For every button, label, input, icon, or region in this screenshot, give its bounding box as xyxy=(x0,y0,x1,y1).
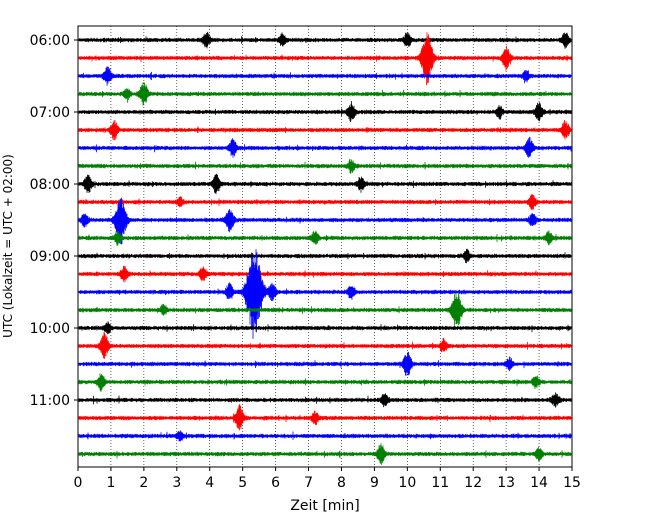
x-axis-label: Zeit [min] xyxy=(290,498,359,514)
x-tick-label: 0 xyxy=(74,475,83,491)
x-tick-label: 2 xyxy=(139,475,148,491)
seismogram-trace xyxy=(78,194,572,210)
x-tick-label: 5 xyxy=(238,475,247,491)
seismogram-trace xyxy=(78,392,572,408)
seismogram-trace xyxy=(78,31,572,49)
x-tick-label: 6 xyxy=(271,475,280,491)
y-axis-ticks: 06:00 07:00 08:00 09:00 10:00 11:00 xyxy=(30,33,78,409)
x-tick-label: 14 xyxy=(530,475,548,491)
y-tick-label: 08:00 xyxy=(30,177,70,193)
seismogram-trace xyxy=(78,230,572,246)
seismogram-trace xyxy=(78,173,572,195)
x-tick-label: 3 xyxy=(172,475,181,491)
seismogram-traces xyxy=(78,31,572,465)
y-tick-label: 06:00 xyxy=(30,33,70,49)
seismogram-trace xyxy=(78,351,572,376)
seismogram-trace xyxy=(78,373,572,392)
x-tick-label: 11 xyxy=(431,475,449,491)
y-tick-label: 10:00 xyxy=(30,321,70,337)
x-tick-label: 10 xyxy=(398,475,416,491)
seismogram-trace xyxy=(78,159,572,174)
seismogram-trace xyxy=(78,248,572,264)
seismogram-trace xyxy=(78,332,572,359)
seismogram-trace xyxy=(78,249,572,339)
x-tick-label: 15 xyxy=(563,475,581,491)
seismogram-trace xyxy=(78,430,572,442)
seismogram-trace xyxy=(78,197,572,245)
x-tick-label: 13 xyxy=(497,475,515,491)
y-axis-label: UTC (Lokalzeit = UTC + 02:00) xyxy=(1,154,15,338)
x-tick-label: 4 xyxy=(205,475,214,491)
x-tick-label: 7 xyxy=(304,475,313,491)
x-tick-label: 12 xyxy=(464,475,482,491)
x-tick-label: 8 xyxy=(337,475,346,491)
seismogram-trace xyxy=(78,120,572,141)
plot-frame xyxy=(77,25,573,468)
seismogram-trace xyxy=(78,443,572,465)
seismogram-trace xyxy=(78,291,572,326)
seismogram-trace xyxy=(78,265,572,283)
seismogram-trace xyxy=(78,66,572,86)
y-tick-label: 09:00 xyxy=(30,249,70,265)
y-tick-label: 11:00 xyxy=(30,393,70,409)
x-axis-ticks: 0 1 2 3 4 5 6 7 8 9 10 11 12 13 14 15 xyxy=(74,467,581,491)
x-tick-label: 1 xyxy=(106,475,115,491)
seismogram-trace xyxy=(78,136,572,158)
seismogram-trace xyxy=(78,321,572,335)
seismogram-trace xyxy=(78,404,572,431)
x-tick-label: 9 xyxy=(370,475,379,491)
seismogram-trace xyxy=(78,101,572,122)
seismogram-trace xyxy=(78,32,572,86)
seismogram-trace xyxy=(78,81,572,106)
y-tick-label: 07:00 xyxy=(30,105,70,121)
